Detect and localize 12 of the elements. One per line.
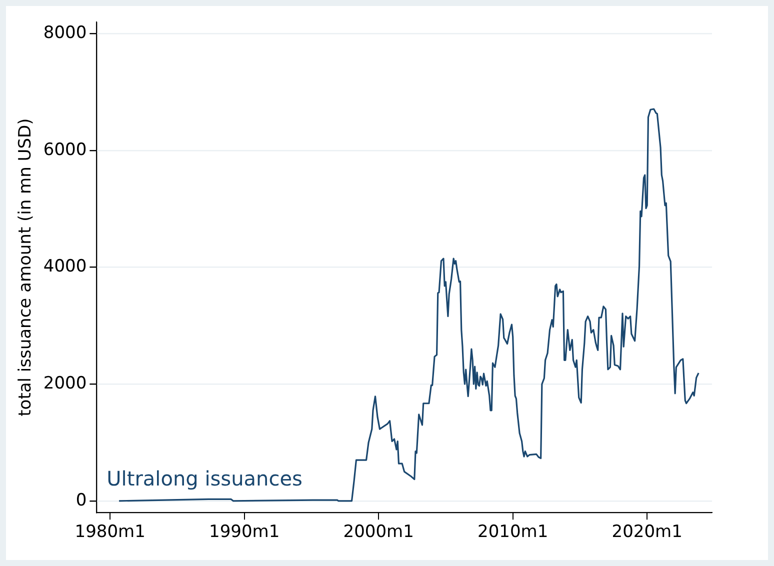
- y-tick-label: 8000: [43, 23, 87, 44]
- x-tick-label: 1980m1: [74, 522, 146, 542]
- y-tick-label: 4000: [43, 256, 87, 277]
- x-tick-label: 2020m1: [612, 522, 682, 542]
- x-tick-label: 2000m1: [343, 522, 414, 542]
- y-tick-label: 6000: [43, 140, 87, 160]
- y-tick-label: 0: [76, 490, 87, 510]
- y-tick-label: 2000: [43, 374, 87, 394]
- x-tick-label: 1990m1: [209, 522, 280, 542]
- x-tick-label: 2010m1: [478, 522, 548, 542]
- series-label: Ultralong issuances: [106, 466, 302, 491]
- y-axis-title: total issuance amount (in mn USD): [16, 118, 36, 416]
